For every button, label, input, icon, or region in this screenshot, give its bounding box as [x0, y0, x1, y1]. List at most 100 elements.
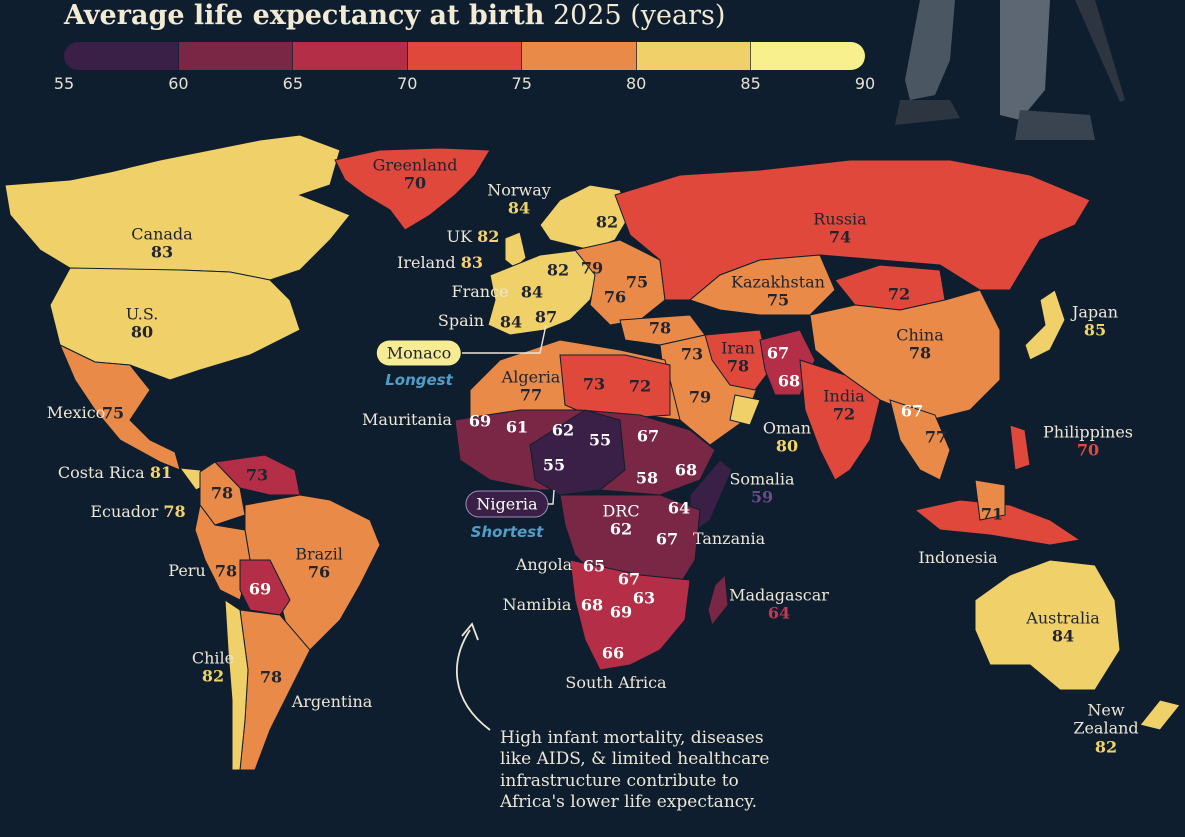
- value-mozambique: 63: [632, 588, 656, 608]
- value-argentina: 78: [259, 667, 283, 687]
- label-ireland: Ireland 83: [397, 252, 483, 272]
- value-poland: 79: [580, 258, 604, 278]
- value-borneo: 71: [980, 504, 1004, 524]
- label-newzealand: New Zealand 82: [1073, 700, 1139, 757]
- label-japan: Japan 85: [1071, 302, 1119, 340]
- note-arrowhead: [461, 622, 479, 641]
- australia-shape: [974, 559, 1121, 691]
- legend-segment: [64, 42, 179, 70]
- value-car: 58: [635, 468, 659, 488]
- legend-tick-label: 80: [625, 74, 647, 93]
- title-rest: 2025 (years): [552, 0, 726, 31]
- value-sudan: 67: [636, 426, 660, 446]
- value-myanmar: 67: [900, 401, 924, 421]
- value-zambia: 67: [617, 569, 641, 589]
- newzealand-shape: [1139, 699, 1181, 731]
- value-thailand: 77: [924, 427, 948, 447]
- label-mauritania: Mauritania: [362, 409, 452, 429]
- value-kenya: 64: [667, 498, 691, 518]
- value-france: 84: [520, 282, 544, 302]
- value-germany: 82: [546, 260, 570, 280]
- legend-tick-label: 65: [282, 74, 304, 93]
- label-tanzania: Tanzania: [692, 528, 766, 548]
- label-angola: Angola: [515, 554, 573, 574]
- label-france: France: [451, 281, 509, 301]
- value-ukraine: 75: [625, 272, 649, 292]
- value-nigeria: 55: [542, 455, 566, 475]
- label-iran: Iran 78: [721, 338, 755, 376]
- title-bold: Average life expectancy at birth: [64, 0, 545, 31]
- label-ecuador: Ecuador 78: [90, 501, 186, 521]
- value-saudi: 79: [688, 387, 712, 407]
- label-mexico: Mexico: [46, 402, 106, 422]
- value-libya: 73: [582, 374, 606, 394]
- legend-segment: [293, 42, 408, 70]
- value-monaco: 87: [534, 307, 558, 327]
- southern-africa-shape: [569, 559, 691, 671]
- peru-shape: [194, 503, 251, 601]
- kazakhstan-shape: [688, 254, 836, 316]
- label-oman: Oman 80: [762, 418, 812, 456]
- label-philippines: Philippines 70: [1042, 422, 1134, 460]
- value-egypt: 72: [628, 376, 652, 396]
- label-southafrica: South Africa: [565, 672, 667, 692]
- label-algeria: Algeria 77: [501, 367, 561, 405]
- monaco-callout: Monaco: [376, 340, 462, 366]
- nigeria-callout: Nigeria: [465, 490, 549, 518]
- value-tanzania: 67: [655, 529, 679, 549]
- legend-segment: [407, 42, 523, 70]
- label-canada: Canada 83: [131, 224, 193, 262]
- label-uk: UK 82: [446, 226, 500, 246]
- legend-tick-label: 55: [53, 74, 75, 93]
- legend-segment: [522, 42, 637, 70]
- label-us: U.S. 80: [125, 304, 159, 342]
- value-spain: 84: [499, 312, 523, 332]
- label-peru: Peru: [168, 560, 206, 580]
- value-afghanistan: 67: [766, 343, 790, 363]
- value-finland: 82: [595, 212, 619, 232]
- legend-segment: [751, 42, 865, 70]
- label-india: India 72: [823, 386, 865, 424]
- value-peru: 78: [214, 561, 238, 581]
- label-china: China 78: [896, 325, 944, 363]
- madagascar-shape: [707, 573, 729, 627]
- japan-shape: [1024, 289, 1066, 361]
- borneo-shape: [974, 479, 1006, 521]
- note-arrow: [455, 629, 491, 731]
- southeast-asia-shape: [889, 399, 951, 481]
- value-bolivia: 69: [248, 579, 272, 599]
- label-drc: DRC 62: [602, 501, 640, 539]
- value-mauritania: 69: [468, 411, 492, 431]
- value-southafrica: 66: [601, 643, 625, 663]
- legend-tick-label: 60: [168, 74, 189, 93]
- oman-shape: [729, 394, 761, 426]
- africa-note: High infant mortality, diseases like AID…: [500, 728, 770, 812]
- label-spain: Spain: [437, 310, 485, 330]
- chile-shape: [224, 599, 249, 771]
- label-kazakhstan: Kazakhstan 75: [731, 272, 825, 310]
- libya-egypt-shape: [559, 354, 671, 421]
- iran-shape: [704, 329, 771, 391]
- chad-nigeria-shape: [529, 409, 626, 496]
- india-shape: [799, 359, 881, 481]
- label-costarica: Costa Rica 81: [57, 462, 173, 482]
- shortest-tag: Shortest: [470, 523, 544, 541]
- scandinavia-shape: [539, 184, 631, 251]
- label-russia: Russia 74: [813, 209, 867, 247]
- monaco-connector: [462, 324, 547, 354]
- value-turkey: 78: [648, 318, 672, 338]
- value-chad: 55: [588, 430, 612, 450]
- value-namibia: 68: [580, 595, 604, 615]
- value-mexico: 75: [101, 403, 125, 423]
- label-argentina: Argentina: [291, 691, 373, 711]
- value-angola: 65: [582, 556, 606, 576]
- color-legend: [64, 42, 865, 70]
- pakistan-shape: [759, 329, 816, 396]
- greenland-shape: [334, 147, 491, 231]
- value-mali: 61: [505, 417, 529, 437]
- page-title: Average life expectancy at birth 2025 (y…: [64, 0, 725, 31]
- label-norway: Norway 84: [487, 180, 551, 218]
- walking-person-illustration: [895, 0, 1125, 140]
- label-madagascar: Madagascar 64: [729, 585, 829, 623]
